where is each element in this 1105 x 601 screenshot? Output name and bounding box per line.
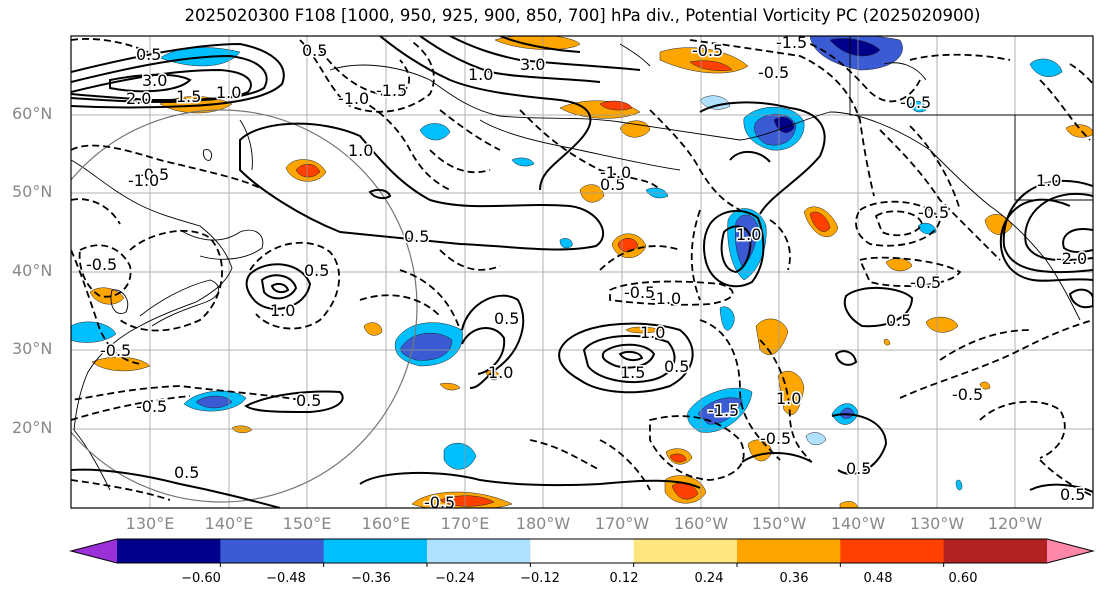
lon-label: 120°W	[987, 514, 1043, 533]
contour-label: -0.5	[900, 93, 931, 112]
contour-label: 0.5	[600, 175, 625, 194]
colorbar-segment	[117, 539, 221, 563]
colorbar-segment	[840, 539, 945, 563]
lon-label: 160°W	[673, 514, 729, 533]
colorbar-tick-label: 0.36	[779, 571, 809, 586]
colorbar-tick-label: −0.24	[435, 571, 475, 586]
contour-label: -1.5	[708, 401, 739, 420]
contour-label: 0.5	[304, 261, 329, 280]
range-circle	[71, 109, 418, 503]
contour-label: 3.0	[520, 55, 545, 74]
contour-label: -0.5	[758, 63, 789, 82]
colorbar-tick-label: 0.48	[863, 571, 893, 586]
contour-label: 0.5	[1060, 485, 1085, 504]
contour-label: -0.5	[86, 255, 117, 274]
contour-label: 1.5	[620, 363, 645, 382]
contour-label: 1.0	[640, 323, 665, 342]
contour-label: -1.0	[600, 163, 631, 182]
colorbar-segment	[427, 539, 531, 563]
contour-label: -1.5	[376, 81, 407, 100]
lon-label: 160°E	[361, 514, 411, 533]
colorbar-segment	[220, 539, 325, 563]
contour-label: -1.0	[650, 289, 681, 308]
contour-label: 1.0	[736, 225, 761, 244]
colorbar-extend-min	[71, 539, 117, 563]
contour-labels: 0.5 3.0 2.0 1.5 1.0 -1.0 -1.5 0.5 3.0 -0…	[85, 33, 1089, 512]
colorbar	[69, 538, 1095, 567]
contours-negative	[71, 38, 1093, 501]
contour-label: -1.0	[128, 171, 159, 190]
contour-label: 0.5	[664, 357, 689, 376]
colorbar-tick-label: 0.60	[948, 571, 978, 586]
contour-label: 0.5	[174, 463, 199, 482]
shading-positive	[89, 36, 1093, 508]
lon-label: 180°W	[515, 514, 571, 533]
contour-label: 0.5	[136, 45, 161, 64]
contour-label: 1.0	[270, 301, 295, 320]
colorbar-extend-max	[1047, 539, 1093, 563]
lon-label: 170°W	[594, 514, 650, 533]
colorbar-segment	[633, 539, 738, 563]
lat-label: 30°N	[12, 339, 53, 358]
colorbar-segment	[530, 539, 635, 563]
contour-label: -0.5	[100, 341, 131, 360]
colorbar-tick-label: −0.36	[351, 571, 391, 586]
contour-label: 1.0	[488, 363, 513, 382]
colorbar-segment	[323, 539, 428, 563]
contour-label: 0.5	[846, 459, 871, 478]
contour-label: 0.5	[302, 41, 327, 60]
contour-label: 0.5	[494, 309, 519, 328]
contour-label: -2.0	[1056, 249, 1087, 268]
colorbar-tick-label: −0.12	[520, 571, 560, 586]
contour-label: 1.0	[348, 141, 373, 160]
contour-label: 1.0	[216, 83, 241, 102]
colorbar-outline	[69, 538, 1095, 564]
contour-label: -0.5	[136, 397, 167, 416]
lat-label: 50°N	[12, 182, 53, 201]
colorbar-tick-label: −0.48	[266, 571, 306, 586]
map-title: 2025020300 F108 [1000, 950, 925, 900, 85…	[184, 6, 981, 25]
contour-label: 0.5	[404, 227, 429, 246]
contour-label: 1.5	[176, 87, 201, 106]
lon-label: 150°E	[282, 514, 332, 533]
contour-label: -0.5	[910, 273, 941, 292]
contour-label: -0.5	[138, 165, 169, 184]
map-frame	[70, 35, 1094, 509]
contour-label: 0.5	[296, 391, 321, 410]
contour-label: -0.5	[760, 429, 791, 448]
contour-label: 1.0	[468, 65, 493, 84]
contour-label: 1.0	[1036, 171, 1061, 190]
lon-label: 140°E	[204, 514, 254, 533]
lon-label: 130°E	[125, 514, 175, 533]
colorbar-tick-label: −0.60	[181, 571, 221, 586]
shading-negative	[71, 36, 1063, 491]
colorbar-tick-label: 0.24	[694, 571, 724, 586]
colorbar-segment	[943, 539, 1048, 563]
contour-label: -0.5	[952, 385, 983, 404]
contour-label: 0.5	[886, 311, 911, 330]
contour-label: 1.0	[776, 389, 801, 408]
lat-label: 20°N	[12, 418, 53, 437]
lon-label: 150°W	[751, 514, 807, 533]
lon-label: 170°E	[440, 514, 490, 533]
colorbar-segment	[737, 539, 841, 563]
contour-label: -0.5	[424, 493, 455, 512]
colorbar-tick-label: 0.12	[609, 571, 639, 586]
contour-label: 3.0	[142, 71, 167, 90]
contours-positive	[71, 36, 1093, 508]
contour-label: -0.5	[918, 203, 949, 222]
lon-label: 140°W	[830, 514, 886, 533]
contour-label: -0.5	[624, 283, 655, 302]
contour-label: -0.5	[692, 41, 723, 60]
lon-label: 130°W	[909, 514, 965, 533]
contour-label: 2.0	[126, 89, 151, 108]
lat-label: 40°N	[12, 261, 53, 280]
lat-label: 60°N	[12, 104, 53, 123]
contour-label: -1.5	[776, 33, 807, 52]
contour-label: -1.0	[338, 89, 369, 108]
